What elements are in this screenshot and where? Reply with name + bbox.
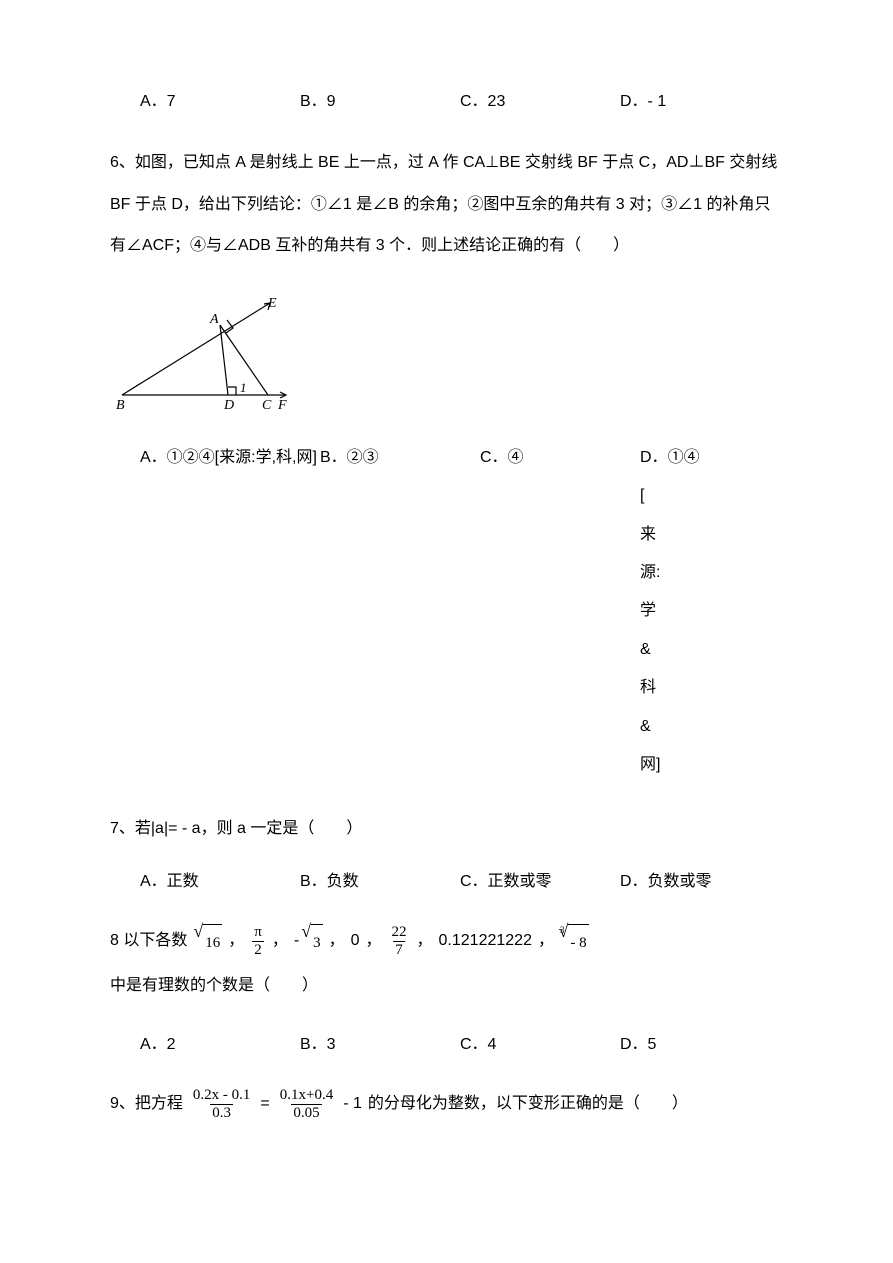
- q7-option-B: B．负数: [300, 870, 460, 894]
- q9-eq: =: [260, 1085, 269, 1123]
- q8-line: 8 以下各数 √16 ， π 2 ， - √3 ， 0 ， 22 7 ， 0.1…: [110, 922, 783, 1005]
- q7-options: A．正数 B．负数 C．正数或零 D．负数或零: [110, 870, 783, 894]
- q9-tail: 的分母化为整数，以下变形正确的是（ ）: [368, 1085, 688, 1123]
- q6-option-D-tail-4: &: [640, 631, 760, 669]
- right-angle-A: [226, 320, 233, 333]
- q7-option-D: D．负数或零: [620, 870, 780, 894]
- q6-body: 6、如图，已知点 A 是射线上 BE 上一点，过 A 作 CA⊥BE 交射线 B…: [110, 154, 777, 254]
- q5-option-D: D．- 1: [620, 90, 780, 114]
- q6-option-D-body: ①④: [668, 449, 700, 466]
- q7-body: 7、若|a|= - a，则 a 一定是（ ）: [110, 820, 362, 837]
- q9-lead: 9、把方程: [110, 1085, 183, 1123]
- q8-option-D: D．5: [620, 1033, 780, 1057]
- q8-option-A: A．2: [140, 1033, 300, 1057]
- label-A: A: [209, 312, 219, 327]
- angle-1-label: 1: [240, 380, 247, 395]
- line-BE: [122, 303, 270, 395]
- q9-lhs-den: 0.3: [210, 1104, 233, 1122]
- q6-option-D-prefix: D．: [640, 449, 668, 466]
- q9-lhs-frac: 0.2x - 0.1 0.3: [191, 1087, 253, 1121]
- q6-option-D-tail-5: 科: [640, 669, 760, 707]
- q8-option-C: C．4: [460, 1033, 620, 1057]
- q6-option-D: D．①④ [ 来 源: 学 & 科 & 网]: [640, 439, 760, 785]
- q9-minus1: - 1: [343, 1085, 362, 1123]
- q6-svg: B D C F A E 1: [110, 295, 330, 415]
- q6-option-A-text: A．①②④[来源:学,科,网]: [140, 449, 317, 466]
- q7-text: 7、若|a|= - a，则 a 一定是（ ）: [110, 808, 783, 850]
- q8-zero: 0: [351, 922, 360, 960]
- q5-tail-options: A．7 B．9 C．23 D．- 1: [110, 90, 783, 114]
- q6-option-C-text: C．④: [480, 449, 524, 466]
- q9-line: 9、把方程 0.2x - 0.1 0.3 = 0.1x+0.4 0.05 - 1…: [110, 1085, 783, 1123]
- q8-decimal: 0.121221222: [439, 922, 532, 960]
- q5-option-A: A．7: [140, 90, 300, 114]
- q6-options: A．①②④[来源:学,科,网] B．②③ C．④ D．①④ [ 来 源: 学 &…: [110, 439, 783, 785]
- q8-options: A．2 B．3 C．4 D．5: [110, 1033, 783, 1057]
- q9-rhs-frac: 0.1x+0.4 0.05: [278, 1087, 335, 1121]
- q8-tail: 中是有理数的个数是（ ）: [110, 967, 318, 1005]
- q8-sqrt3-rad: 3: [311, 924, 323, 961]
- q8-lead: 8 以下各数: [110, 922, 187, 960]
- q5-option-C: C．23: [460, 90, 620, 114]
- q9-lhs-num: 0.2x - 0.1: [191, 1087, 253, 1104]
- q6-option-D-tail-2: 源:: [640, 554, 760, 592]
- q8-pi2-num: π: [252, 924, 264, 941]
- q6-option-C: C．④: [480, 439, 640, 477]
- q8-22-over-7: 22 7: [390, 924, 409, 958]
- label-D: D: [223, 398, 234, 413]
- label-B: B: [116, 398, 125, 413]
- q6-option-D-tail-0: [: [640, 477, 760, 515]
- q9-rhs-den: 0.05: [291, 1104, 321, 1122]
- q8-cbrt-neg8: 3 √- 8: [560, 922, 589, 961]
- q7-option-C: C．正数或零: [460, 870, 620, 894]
- q7-option-A: A．正数: [140, 870, 300, 894]
- q6-option-D-tail-1: 来: [640, 516, 760, 554]
- q6-option-D-tail-7: 网]: [640, 746, 760, 784]
- q5-option-B: B．9: [300, 90, 460, 114]
- label-C: C: [262, 398, 272, 413]
- q6-option-B-text: B．②③: [320, 449, 379, 466]
- q6-option-B: B．②③: [320, 439, 480, 477]
- q6-option-A: A．①②④[来源:学,科,网]: [140, 439, 320, 477]
- q8-option-B: B．3: [300, 1033, 460, 1057]
- q9-rhs-num: 0.1x+0.4: [278, 1087, 335, 1104]
- q8-sqrt16: √16: [193, 922, 222, 961]
- q6-option-D-tail-3: 学: [640, 592, 760, 630]
- q8-neg-sqrt3: - √3: [294, 922, 323, 961]
- label-E: E: [267, 296, 277, 311]
- q8-227-num: 22: [390, 924, 409, 941]
- page-container: A．7 B．9 C．23 D．- 1 6、如图，已知点 A 是射线上 BE 上一…: [0, 0, 893, 1164]
- q6-text: 6、如图，已知点 A 是射线上 BE 上一点，过 A 作 CA⊥BE 交射线 B…: [110, 142, 783, 267]
- q8-pi-over-2: π 2: [252, 924, 264, 958]
- q8-sqrt16-rad: 16: [203, 924, 222, 961]
- q8-cbrt-rad: - 8: [568, 924, 588, 961]
- q8-227-den: 7: [393, 941, 405, 959]
- q8-pi2-den: 2: [252, 941, 264, 959]
- right-angle-D: [228, 387, 236, 395]
- label-F: F: [277, 398, 287, 413]
- q6-diagram: B D C F A E 1: [110, 295, 783, 423]
- q6-option-D-tail-6: &: [640, 708, 760, 746]
